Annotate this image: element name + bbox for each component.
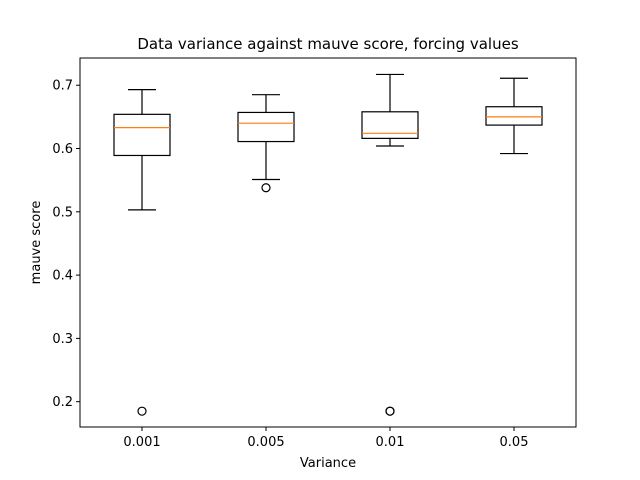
axes-frame [79,57,577,428]
y-tick-label: 0.5 [52,205,73,220]
x-axis-label: Variance [300,456,356,471]
y-tick-label: 0.3 [52,332,73,347]
y-tick-label: 0.4 [52,269,73,284]
iqr-box [237,111,295,143]
iqr-box [485,106,543,126]
iqr-box [361,111,419,139]
chart-title: Data variance against mauve score, forci… [137,35,518,53]
iqr-box [113,113,171,157]
y-tick-label: 0.2 [52,395,73,410]
y-tick-label: 0.6 [52,142,73,157]
outlier-point [137,406,147,416]
plot-area [113,73,543,416]
x-tick-label: 0.01 [376,435,405,450]
x-axis: 0.001 0.005 0.01 0.05 [123,427,528,450]
box-0.005 [237,94,295,193]
box-0.001 [113,89,171,416]
box-0.01 [361,73,419,416]
outlier-point [261,183,271,193]
y-axis: 0.2 0.3 0.4 0.5 0.6 0.7 [52,79,80,410]
y-axis-label: mauve score [29,201,44,285]
x-tick-label: 0.005 [247,435,284,450]
x-tick-label: 0.001 [123,435,160,450]
box-0.05 [485,77,543,155]
x-tick-label: 0.05 [500,435,529,450]
y-tick-label: 0.7 [52,79,73,94]
outlier-point [385,406,395,416]
